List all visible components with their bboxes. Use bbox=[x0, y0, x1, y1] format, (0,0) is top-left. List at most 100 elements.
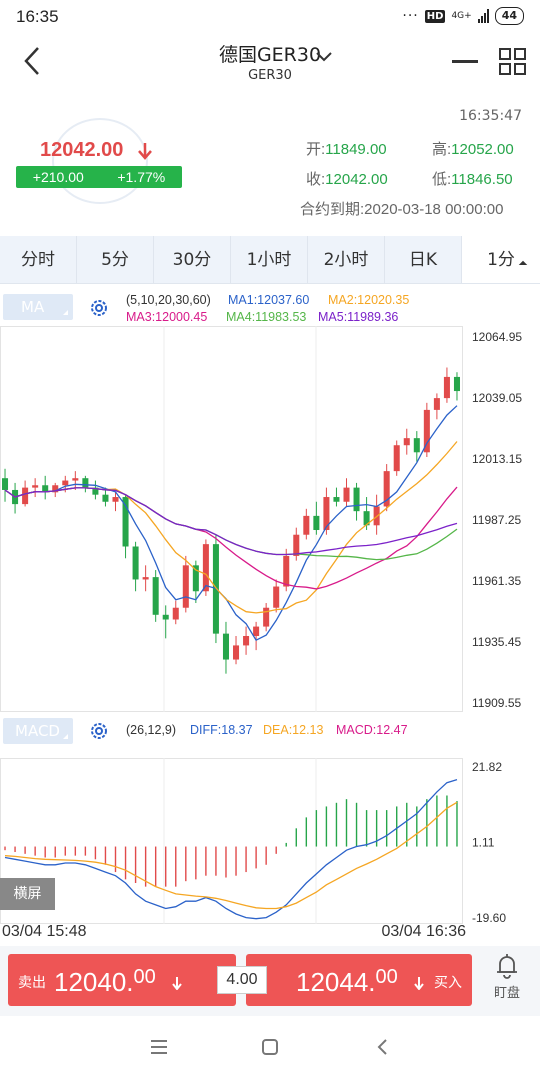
candle-body bbox=[92, 487, 99, 495]
candle-body bbox=[102, 494, 109, 502]
candlestick-chart[interactable]: 12064.95 12039.05 12013.15 11987.25 11961.35… bbox=[0, 326, 540, 712]
battery-icon: 44 bbox=[494, 7, 524, 25]
macd-value: MACD:12.47 bbox=[336, 723, 408, 737]
dropdown-caret-icon bbox=[518, 260, 528, 270]
candle-body bbox=[132, 546, 139, 580]
ma5-line bbox=[4, 487, 458, 556]
ma3-value: MA3:12000.45 bbox=[126, 310, 208, 324]
chart-frame bbox=[0, 326, 463, 712]
hd-icon: HD bbox=[424, 9, 446, 23]
tab-2hour[interactable]: 2小时 bbox=[308, 236, 385, 283]
chevron-down-icon[interactable] bbox=[314, 50, 334, 64]
start-time-label: 03/04 15:48 bbox=[2, 923, 87, 940]
price-axis-label: 11987.25 bbox=[472, 513, 521, 527]
dropdown-corner-icon bbox=[63, 734, 68, 739]
title-block[interactable]: 德国GER30 GER30 bbox=[0, 40, 540, 83]
buy-label: 买入 bbox=[434, 975, 462, 991]
header: 德国GER30 GER30 bbox=[0, 34, 540, 90]
candle-body bbox=[42, 485, 49, 493]
candle-body bbox=[313, 515, 320, 531]
candle-body bbox=[233, 645, 240, 660]
home-icon[interactable] bbox=[261, 1038, 279, 1056]
watch-button[interactable]: 盯盘 bbox=[478, 952, 536, 1001]
candle-body bbox=[82, 478, 89, 488]
candle-body bbox=[22, 487, 29, 505]
macd-indicator-select[interactable]: MACD bbox=[3, 718, 73, 744]
macd-frame bbox=[0, 758, 463, 924]
candle-body bbox=[273, 586, 280, 608]
candle-body bbox=[142, 577, 149, 580]
back-nav-icon[interactable] bbox=[374, 1038, 392, 1056]
candle-body bbox=[222, 633, 229, 660]
ma1-value: MA1:12037.60 bbox=[228, 293, 310, 307]
dea-value: DEA:12.13 bbox=[263, 723, 324, 737]
low-price: 低:11846.50 bbox=[432, 171, 513, 188]
ma-params: (5,10,20,30,60) bbox=[126, 293, 211, 307]
price-axis-label: 11909.55 bbox=[472, 696, 521, 710]
landscape-button[interactable]: 横屏 bbox=[0, 878, 55, 910]
candle-body bbox=[453, 376, 460, 392]
spread-value: 4.00 bbox=[217, 966, 267, 994]
candle-body bbox=[52, 485, 59, 493]
candle-body bbox=[383, 471, 390, 507]
sell-label: 卖出 bbox=[18, 975, 46, 991]
page-title: 德国GER30 bbox=[218, 44, 322, 66]
candle-body bbox=[162, 614, 169, 620]
candle-body bbox=[2, 478, 9, 490]
contract-expiry: 合约到期:2020-03-18 00:00:00 bbox=[300, 201, 504, 218]
ma-indicator-select[interactable]: MA bbox=[3, 294, 73, 320]
minimize-icon[interactable] bbox=[452, 60, 478, 63]
tab-1hour[interactable]: 1小时 bbox=[231, 236, 308, 283]
watch-label: 盯盘 bbox=[493, 986, 520, 1001]
price-axis-label: 11935.45 bbox=[472, 635, 521, 649]
candle-body bbox=[353, 487, 360, 512]
gear-icon[interactable] bbox=[88, 720, 110, 742]
candle-body bbox=[263, 607, 270, 627]
ma2-value: MA2:12020.35 bbox=[328, 293, 410, 307]
tab-daily[interactable]: 日K bbox=[385, 236, 462, 283]
buy-button[interactable]: 12044.00 买入 bbox=[246, 954, 472, 1006]
macd-axis-label: -19.60 bbox=[472, 911, 506, 924]
change-percent: +1.77% bbox=[117, 169, 166, 185]
candle-body bbox=[443, 376, 450, 399]
candle-body bbox=[363, 511, 370, 526]
ma5-value: MA5:11989.36 bbox=[318, 310, 399, 324]
candle-body bbox=[413, 438, 420, 453]
bell-icon bbox=[497, 954, 517, 979]
candle-body bbox=[112, 497, 119, 502]
menu-icon[interactable] bbox=[150, 1038, 168, 1056]
open-price: 开:11849.00 bbox=[306, 141, 387, 158]
status-icons: ··· HD 4G+ 44 bbox=[402, 7, 524, 25]
grid-menu-icon[interactable] bbox=[499, 48, 526, 75]
end-time-label: 03/04 16:36 bbox=[381, 923, 466, 940]
price-ring bbox=[52, 118, 148, 204]
sell-button[interactable]: 卖出 12040.00 bbox=[8, 954, 236, 1006]
gear-icon[interactable] bbox=[88, 297, 110, 319]
diff-value: DIFF:18.37 bbox=[190, 723, 253, 737]
candle-body bbox=[393, 445, 400, 472]
dea-line bbox=[4, 801, 458, 910]
macd-axis-label: 21.82 bbox=[472, 760, 502, 774]
arrow-down-icon bbox=[172, 977, 182, 990]
candle-body bbox=[72, 478, 79, 481]
price-axis-label: 12039.05 bbox=[472, 391, 522, 405]
more-notifications-icon: ··· bbox=[402, 8, 419, 24]
trade-bar: 卖出 12040.00 12044.00 买入 4.00 盯盘 bbox=[0, 946, 540, 1016]
candle-body bbox=[243, 635, 250, 646]
signal-icon bbox=[477, 9, 489, 23]
close-price: 收:12042.00 bbox=[306, 171, 388, 188]
candle-body bbox=[202, 544, 209, 592]
back-icon[interactable] bbox=[20, 44, 46, 78]
tab-1min-dropdown[interactable]: 1分 bbox=[462, 236, 540, 283]
last-price: 12042.00 bbox=[40, 139, 124, 161]
candle-body bbox=[303, 515, 310, 535]
tab-timeshare[interactable]: 分时 bbox=[0, 236, 77, 283]
candle-body bbox=[423, 409, 430, 453]
macd-chart[interactable]: 21.82 1.11 -19.60 bbox=[0, 758, 540, 924]
tab-30min[interactable]: 30分 bbox=[154, 236, 231, 283]
tab-1min-label: 1分 bbox=[487, 250, 515, 270]
candle-body bbox=[172, 607, 179, 620]
tab-5min[interactable]: 5分 bbox=[77, 236, 154, 283]
dropdown-corner-icon bbox=[63, 310, 68, 315]
ma4-value: MA4:11983.53 bbox=[226, 310, 307, 324]
